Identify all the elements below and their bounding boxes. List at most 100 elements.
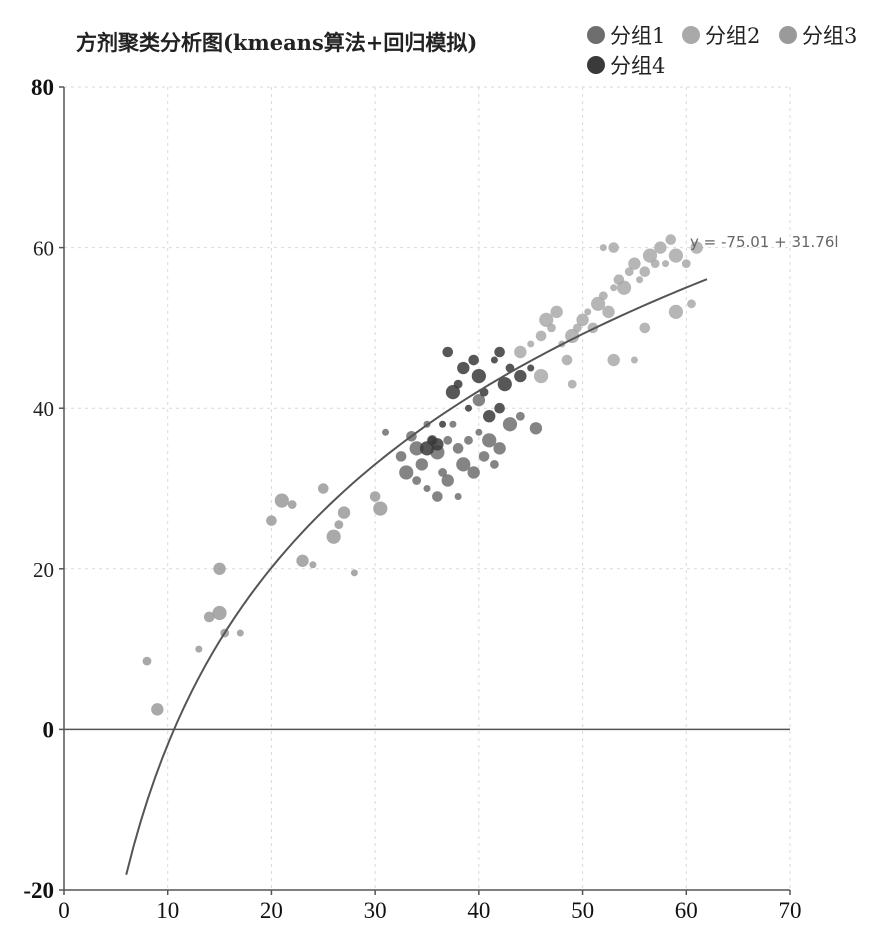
scatter-point [445, 385, 461, 400]
x-tick-label: 30 [364, 898, 387, 923]
x-tick-label: 20 [260, 898, 283, 923]
scatter-point [326, 529, 341, 544]
x-tick-label: 0 [58, 898, 70, 923]
scatter-point [502, 417, 518, 432]
scatter-point [274, 493, 289, 508]
y-tick-label: 40 [33, 397, 54, 421]
scatter-point [665, 234, 677, 245]
scatter-point [628, 257, 641, 270]
scatter-point [419, 441, 435, 456]
scatter-point [203, 611, 215, 623]
scatter-point [639, 266, 651, 277]
scatter-point [650, 259, 660, 269]
scatter-point [369, 491, 381, 502]
legend-label: 分组3 [802, 24, 857, 48]
scatter-point [309, 561, 317, 569]
legend-label: 分组4 [610, 54, 665, 78]
scatter-point [464, 435, 473, 445]
data-points [142, 234, 703, 716]
axes [63, 87, 790, 891]
scatter-point [287, 500, 297, 509]
scatter-point [151, 703, 164, 716]
scatter-point [373, 501, 388, 516]
scatter-point [490, 356, 498, 364]
legend-label: 分组1 [610, 24, 665, 48]
scatter-point [472, 393, 486, 407]
scatter-point [681, 259, 691, 269]
scatter-point [457, 361, 470, 375]
scatter-point [527, 364, 535, 372]
legend: 分组1 分组2 分组3 分组4 [587, 24, 857, 78]
scatter-point [266, 515, 277, 526]
scatter-point [572, 323, 582, 333]
x-tick-label: 10 [156, 898, 179, 923]
scatter-point [454, 493, 462, 501]
x-tick-label: 60 [675, 898, 698, 923]
scatter-point [337, 506, 351, 519]
scatter-point [449, 420, 457, 428]
x-tick-label: 70 [779, 898, 802, 923]
y-tick-label: 80 [31, 75, 54, 100]
trendline [125, 278, 708, 876]
scatter-point [565, 328, 580, 344]
scatter-point [497, 377, 512, 392]
y-tick-label: 20 [33, 558, 54, 582]
scatter-point [423, 485, 431, 492]
scatter-point [456, 457, 471, 472]
scatter-point [533, 368, 549, 384]
scatter-point [630, 356, 638, 364]
scatter-point [636, 276, 644, 284]
scatter-point [438, 468, 447, 477]
scatter-point [514, 369, 527, 383]
scatter-point [296, 554, 309, 567]
scatter-point [687, 299, 696, 309]
scatter-point [483, 410, 496, 423]
scatter-point [567, 379, 577, 389]
scatter-point [467, 466, 480, 479]
scatter-point [236, 629, 244, 637]
y-tick-label: -20 [23, 878, 54, 903]
scatter-point [334, 520, 344, 530]
scatter-point [561, 354, 573, 366]
scatter-point [668, 304, 684, 319]
scatter-point [317, 483, 329, 494]
scatter-point [598, 291, 608, 301]
scatter-point [441, 474, 454, 487]
scatter-point [642, 248, 658, 263]
scatter-point [624, 267, 634, 277]
scatter-point [529, 422, 543, 435]
scatter-point [399, 465, 414, 480]
scatter-point [195, 645, 203, 653]
chart-title: 方剂聚类分析图(kmeans算法+回归模拟) [76, 30, 477, 55]
scatter-point [550, 305, 563, 319]
scatter-point [395, 451, 407, 462]
scatter-point [453, 379, 463, 389]
legend-marker [779, 26, 797, 44]
scatter-point [213, 562, 226, 575]
scatter-point [639, 322, 651, 334]
scatter-point [350, 569, 358, 577]
scatter-point [576, 313, 589, 327]
scatter-point [493, 442, 506, 455]
scatter-point [382, 428, 390, 436]
scatter-point [452, 443, 464, 454]
scatter-point [468, 354, 479, 366]
scatter-point [432, 491, 443, 502]
scatter-point [482, 433, 497, 448]
scatter-point [599, 244, 607, 252]
scatter-point [662, 260, 670, 268]
x-tick-label: 40 [467, 898, 490, 923]
scatter-point [494, 346, 505, 358]
y-tick-label: 0 [43, 717, 55, 742]
scatter-point [527, 340, 535, 348]
scatter-point [490, 460, 499, 469]
grid [64, 86, 791, 890]
scatter-point [443, 435, 453, 445]
scatter-point [616, 280, 632, 295]
scatter-point [584, 308, 592, 316]
scatter-point [547, 323, 556, 333]
legend-label: 分组2 [705, 24, 760, 48]
scatter-point [142, 656, 152, 666]
scatter-point [514, 345, 527, 359]
